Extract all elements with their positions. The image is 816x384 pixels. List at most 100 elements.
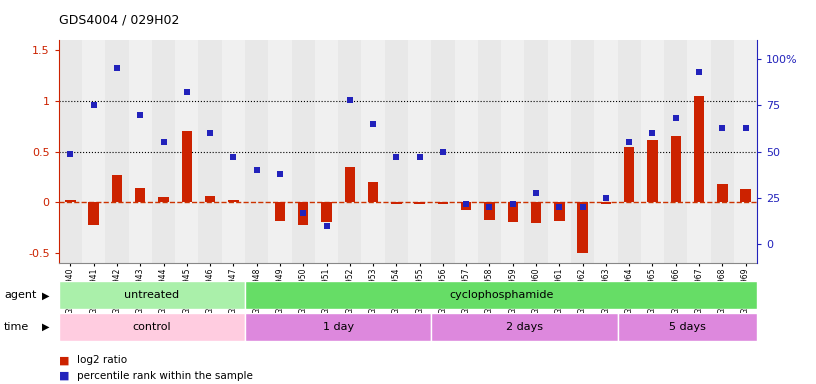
Text: 1 day: 1 day: [322, 322, 353, 332]
Bar: [88, 202, 99, 225]
Bar: [368, 182, 379, 202]
Bar: [408, 40, 432, 263]
Text: time: time: [4, 322, 29, 332]
Text: GDS4004 / 029H02: GDS4004 / 029H02: [59, 13, 180, 26]
Point: [297, 210, 310, 216]
Bar: [548, 40, 571, 263]
Bar: [461, 202, 472, 210]
Bar: [711, 40, 734, 263]
Text: percentile rank within the sample: percentile rank within the sample: [77, 371, 253, 381]
Bar: [554, 202, 565, 220]
Bar: [694, 96, 704, 202]
Bar: [531, 202, 541, 223]
Bar: [59, 40, 82, 263]
Bar: [175, 40, 198, 263]
Bar: [647, 139, 658, 202]
Text: 5 days: 5 days: [669, 322, 706, 332]
Bar: [105, 40, 129, 263]
Point: [344, 97, 357, 103]
Point: [483, 204, 496, 210]
Bar: [322, 202, 332, 222]
Bar: [65, 200, 76, 202]
Bar: [641, 40, 664, 263]
Bar: [618, 313, 757, 341]
Text: 2 days: 2 days: [506, 322, 543, 332]
Bar: [228, 200, 238, 202]
Bar: [384, 40, 408, 263]
Bar: [484, 202, 494, 220]
Bar: [618, 40, 641, 263]
Bar: [525, 40, 548, 263]
Bar: [112, 175, 122, 202]
Bar: [687, 40, 711, 263]
Point: [366, 121, 379, 127]
Point: [623, 139, 636, 146]
Point: [157, 139, 170, 146]
Bar: [455, 40, 478, 263]
Point: [227, 154, 240, 161]
Point: [506, 200, 519, 207]
Bar: [222, 40, 245, 263]
Bar: [338, 40, 361, 263]
Point: [646, 130, 659, 136]
Point: [273, 171, 286, 177]
Bar: [594, 40, 618, 263]
Bar: [601, 202, 611, 204]
Point: [693, 69, 706, 75]
Point: [390, 154, 403, 161]
Text: cyclophosphamide: cyclophosphamide: [449, 290, 553, 300]
Point: [110, 65, 123, 71]
Bar: [158, 197, 169, 202]
Point: [739, 124, 752, 131]
Bar: [361, 40, 384, 263]
Bar: [182, 131, 192, 202]
Bar: [571, 40, 594, 263]
Bar: [432, 40, 455, 263]
Bar: [59, 281, 245, 309]
Point: [87, 102, 100, 108]
Text: ■: ■: [59, 371, 69, 381]
Bar: [198, 40, 222, 263]
Bar: [268, 40, 291, 263]
Bar: [437, 202, 448, 204]
Bar: [275, 202, 285, 220]
Bar: [82, 40, 105, 263]
Bar: [501, 40, 525, 263]
Bar: [624, 147, 634, 202]
Bar: [152, 40, 175, 263]
Bar: [291, 40, 315, 263]
Bar: [671, 136, 681, 202]
Text: untreated: untreated: [124, 290, 180, 300]
Point: [459, 200, 472, 207]
Bar: [717, 184, 728, 202]
Point: [552, 204, 565, 210]
Bar: [508, 202, 518, 222]
Point: [180, 89, 193, 95]
Point: [530, 189, 543, 195]
Bar: [298, 202, 308, 225]
Bar: [245, 313, 432, 341]
Point: [320, 223, 333, 229]
Bar: [344, 167, 355, 202]
Point: [437, 149, 450, 155]
Point: [203, 130, 216, 136]
Point: [134, 111, 147, 118]
Text: ■: ■: [59, 355, 69, 365]
Bar: [315, 40, 338, 263]
Point: [413, 154, 426, 161]
Bar: [391, 202, 401, 204]
Text: log2 ratio: log2 ratio: [77, 355, 126, 365]
Point: [64, 151, 77, 157]
Bar: [734, 40, 757, 263]
Bar: [135, 188, 145, 202]
Text: ▶: ▶: [42, 322, 50, 332]
Bar: [478, 40, 501, 263]
Bar: [664, 40, 687, 263]
Bar: [129, 40, 152, 263]
Bar: [205, 196, 215, 202]
Text: ▶: ▶: [42, 290, 50, 300]
Bar: [59, 313, 245, 341]
Text: control: control: [132, 322, 171, 332]
Point: [251, 167, 264, 173]
Point: [716, 124, 729, 131]
